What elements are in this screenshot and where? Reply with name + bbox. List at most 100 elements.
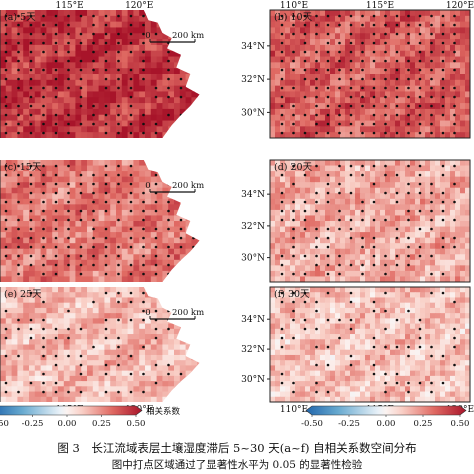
significance-dot — [104, 236, 108, 240]
significance-dot — [407, 68, 410, 72]
scale-bar-zero: 0 — [145, 31, 150, 41]
significance-dot — [280, 327, 284, 331]
significance-dot — [117, 263, 120, 267]
significance-dot — [280, 68, 284, 72]
significance-dot — [129, 14, 133, 18]
significance-dot — [280, 254, 284, 258]
significance-dot — [142, 309, 145, 313]
significance-dot — [117, 86, 120, 90]
significance-dot — [4, 41, 8, 45]
significance-dot — [453, 104, 456, 108]
significance-dot — [292, 291, 295, 295]
significance-dot — [4, 200, 8, 204]
significance-dot — [407, 164, 410, 168]
significance-dot — [430, 68, 433, 72]
significance-dot — [338, 209, 341, 213]
significance-dot — [315, 86, 318, 90]
significance-dot — [42, 95, 45, 99]
significance-dot — [418, 95, 422, 99]
significance-dot — [430, 381, 433, 385]
significance-dot — [54, 182, 58, 186]
significance-dot — [361, 209, 364, 213]
significance-dot — [384, 390, 387, 394]
correlation-field — [270, 287, 470, 402]
significance-dot — [338, 86, 341, 90]
significance-dot — [292, 272, 295, 276]
significance-dot — [407, 182, 410, 186]
significance-dot — [303, 50, 307, 54]
significance-dot — [338, 272, 341, 276]
significance-dot — [280, 209, 284, 213]
significance-dot — [17, 182, 20, 186]
significance-dot — [167, 363, 170, 367]
significance-dot — [167, 209, 170, 213]
significance-dot — [326, 345, 330, 349]
significance-dot — [280, 200, 284, 204]
significance-dot — [4, 309, 8, 313]
significance-dot — [395, 200, 399, 204]
significance-dot — [67, 59, 70, 63]
significance-dot — [104, 113, 108, 117]
significance-dot — [17, 41, 20, 45]
significance-dot — [67, 245, 70, 249]
significance-dot — [338, 318, 341, 322]
significance-dot — [292, 182, 295, 186]
significance-dot — [29, 122, 33, 126]
significance-dot — [17, 327, 20, 331]
significance-dot — [315, 300, 318, 304]
significance-dot — [117, 59, 120, 63]
significance-dot — [441, 191, 445, 195]
significance-dot — [92, 236, 95, 240]
colorbar-tick-label: -0.25 — [338, 419, 360, 429]
significance-dot — [326, 50, 330, 54]
significance-dot — [280, 345, 284, 349]
significance-dot — [167, 218, 170, 222]
significance-dot — [453, 245, 456, 249]
significance-dot — [326, 59, 330, 63]
colorbar-title: 相关系数 — [146, 406, 181, 417]
significance-dot — [361, 50, 364, 54]
significance-dot — [441, 113, 445, 117]
significance-dot — [167, 254, 170, 258]
significance-dot — [430, 218, 433, 222]
significance-dot — [92, 200, 95, 204]
significance-dot — [79, 68, 83, 72]
significance-dot — [441, 245, 445, 249]
significance-dot — [292, 122, 295, 126]
colorbar-tick-label: 0.50 — [451, 419, 470, 429]
significance-dot — [407, 95, 410, 99]
significance-dot — [154, 209, 158, 213]
significance-dot — [129, 209, 133, 213]
significance-dot — [79, 254, 83, 258]
significance-dot — [179, 77, 183, 81]
significance-dot — [407, 113, 410, 117]
significance-dot — [349, 41, 353, 45]
significance-dot — [17, 173, 20, 177]
significance-dot — [29, 381, 33, 385]
significance-dot — [67, 14, 70, 18]
significance-dot — [349, 113, 353, 117]
significance-dot — [179, 372, 183, 376]
significance-dot — [395, 227, 399, 231]
significance-dot — [407, 381, 410, 385]
significance-dot — [54, 254, 58, 258]
lon-tick-label: 115°E — [55, 1, 83, 11]
significance-dot — [67, 77, 70, 81]
significance-dot — [338, 164, 341, 168]
significance-dot — [315, 104, 318, 108]
significance-dot — [4, 113, 8, 117]
significance-dot — [326, 95, 330, 99]
significance-dot — [418, 41, 422, 45]
significance-dot — [29, 182, 33, 186]
significance-dot — [92, 245, 95, 249]
significance-dot — [407, 354, 410, 358]
significance-dot — [384, 272, 387, 276]
lat-tick-label: 32°N — [241, 222, 265, 232]
significance-dot — [92, 254, 95, 258]
significance-dot — [303, 218, 307, 222]
lon-tick-label: 120°E — [125, 1, 153, 11]
significance-dot — [430, 14, 433, 18]
significance-dot — [441, 173, 445, 177]
significance-dot — [17, 245, 20, 249]
significance-dot — [361, 41, 364, 45]
